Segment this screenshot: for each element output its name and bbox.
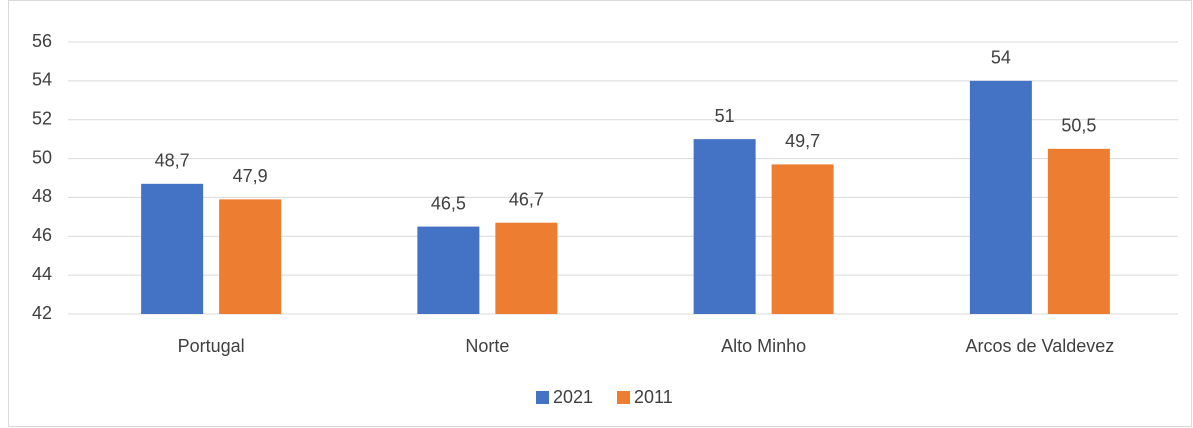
bar (1047, 148, 1110, 314)
value-label: 49,7 (785, 131, 820, 151)
x-tick-label: Portugal (178, 336, 245, 356)
value-label: 50,5 (1061, 116, 1096, 136)
value-label: 46,5 (431, 193, 466, 213)
x-tick-label: Arcos de Valdevez (966, 336, 1115, 356)
x-tick-label: Norte (465, 336, 509, 356)
bar (693, 139, 756, 314)
bar (417, 226, 480, 314)
y-tick-label: 46 (32, 225, 52, 245)
y-tick-label: 54 (32, 70, 52, 90)
y-tick-label: 48 (32, 186, 52, 206)
y-tick-label: 56 (32, 31, 52, 51)
legend-swatch (536, 391, 549, 404)
value-label: 54 (991, 48, 1011, 68)
bar (141, 183, 204, 314)
y-tick-label: 44 (32, 264, 52, 284)
bar (969, 80, 1032, 314)
x-tick-label: Alto Minho (721, 336, 806, 356)
value-label: 46,7 (509, 189, 544, 209)
bar (771, 164, 834, 314)
legend-swatch (617, 391, 630, 404)
bar (495, 222, 558, 314)
y-tick-label: 42 (32, 303, 52, 323)
y-tick-label: 50 (32, 147, 52, 167)
y-tick-label: 52 (32, 108, 52, 128)
legend-label: 2021 (553, 387, 593, 407)
value-label: 51 (715, 106, 735, 126)
value-label: 48,7 (155, 151, 190, 171)
value-label: 47,9 (233, 166, 268, 186)
legend-label: 2011 (634, 387, 673, 407)
bar (219, 199, 282, 314)
